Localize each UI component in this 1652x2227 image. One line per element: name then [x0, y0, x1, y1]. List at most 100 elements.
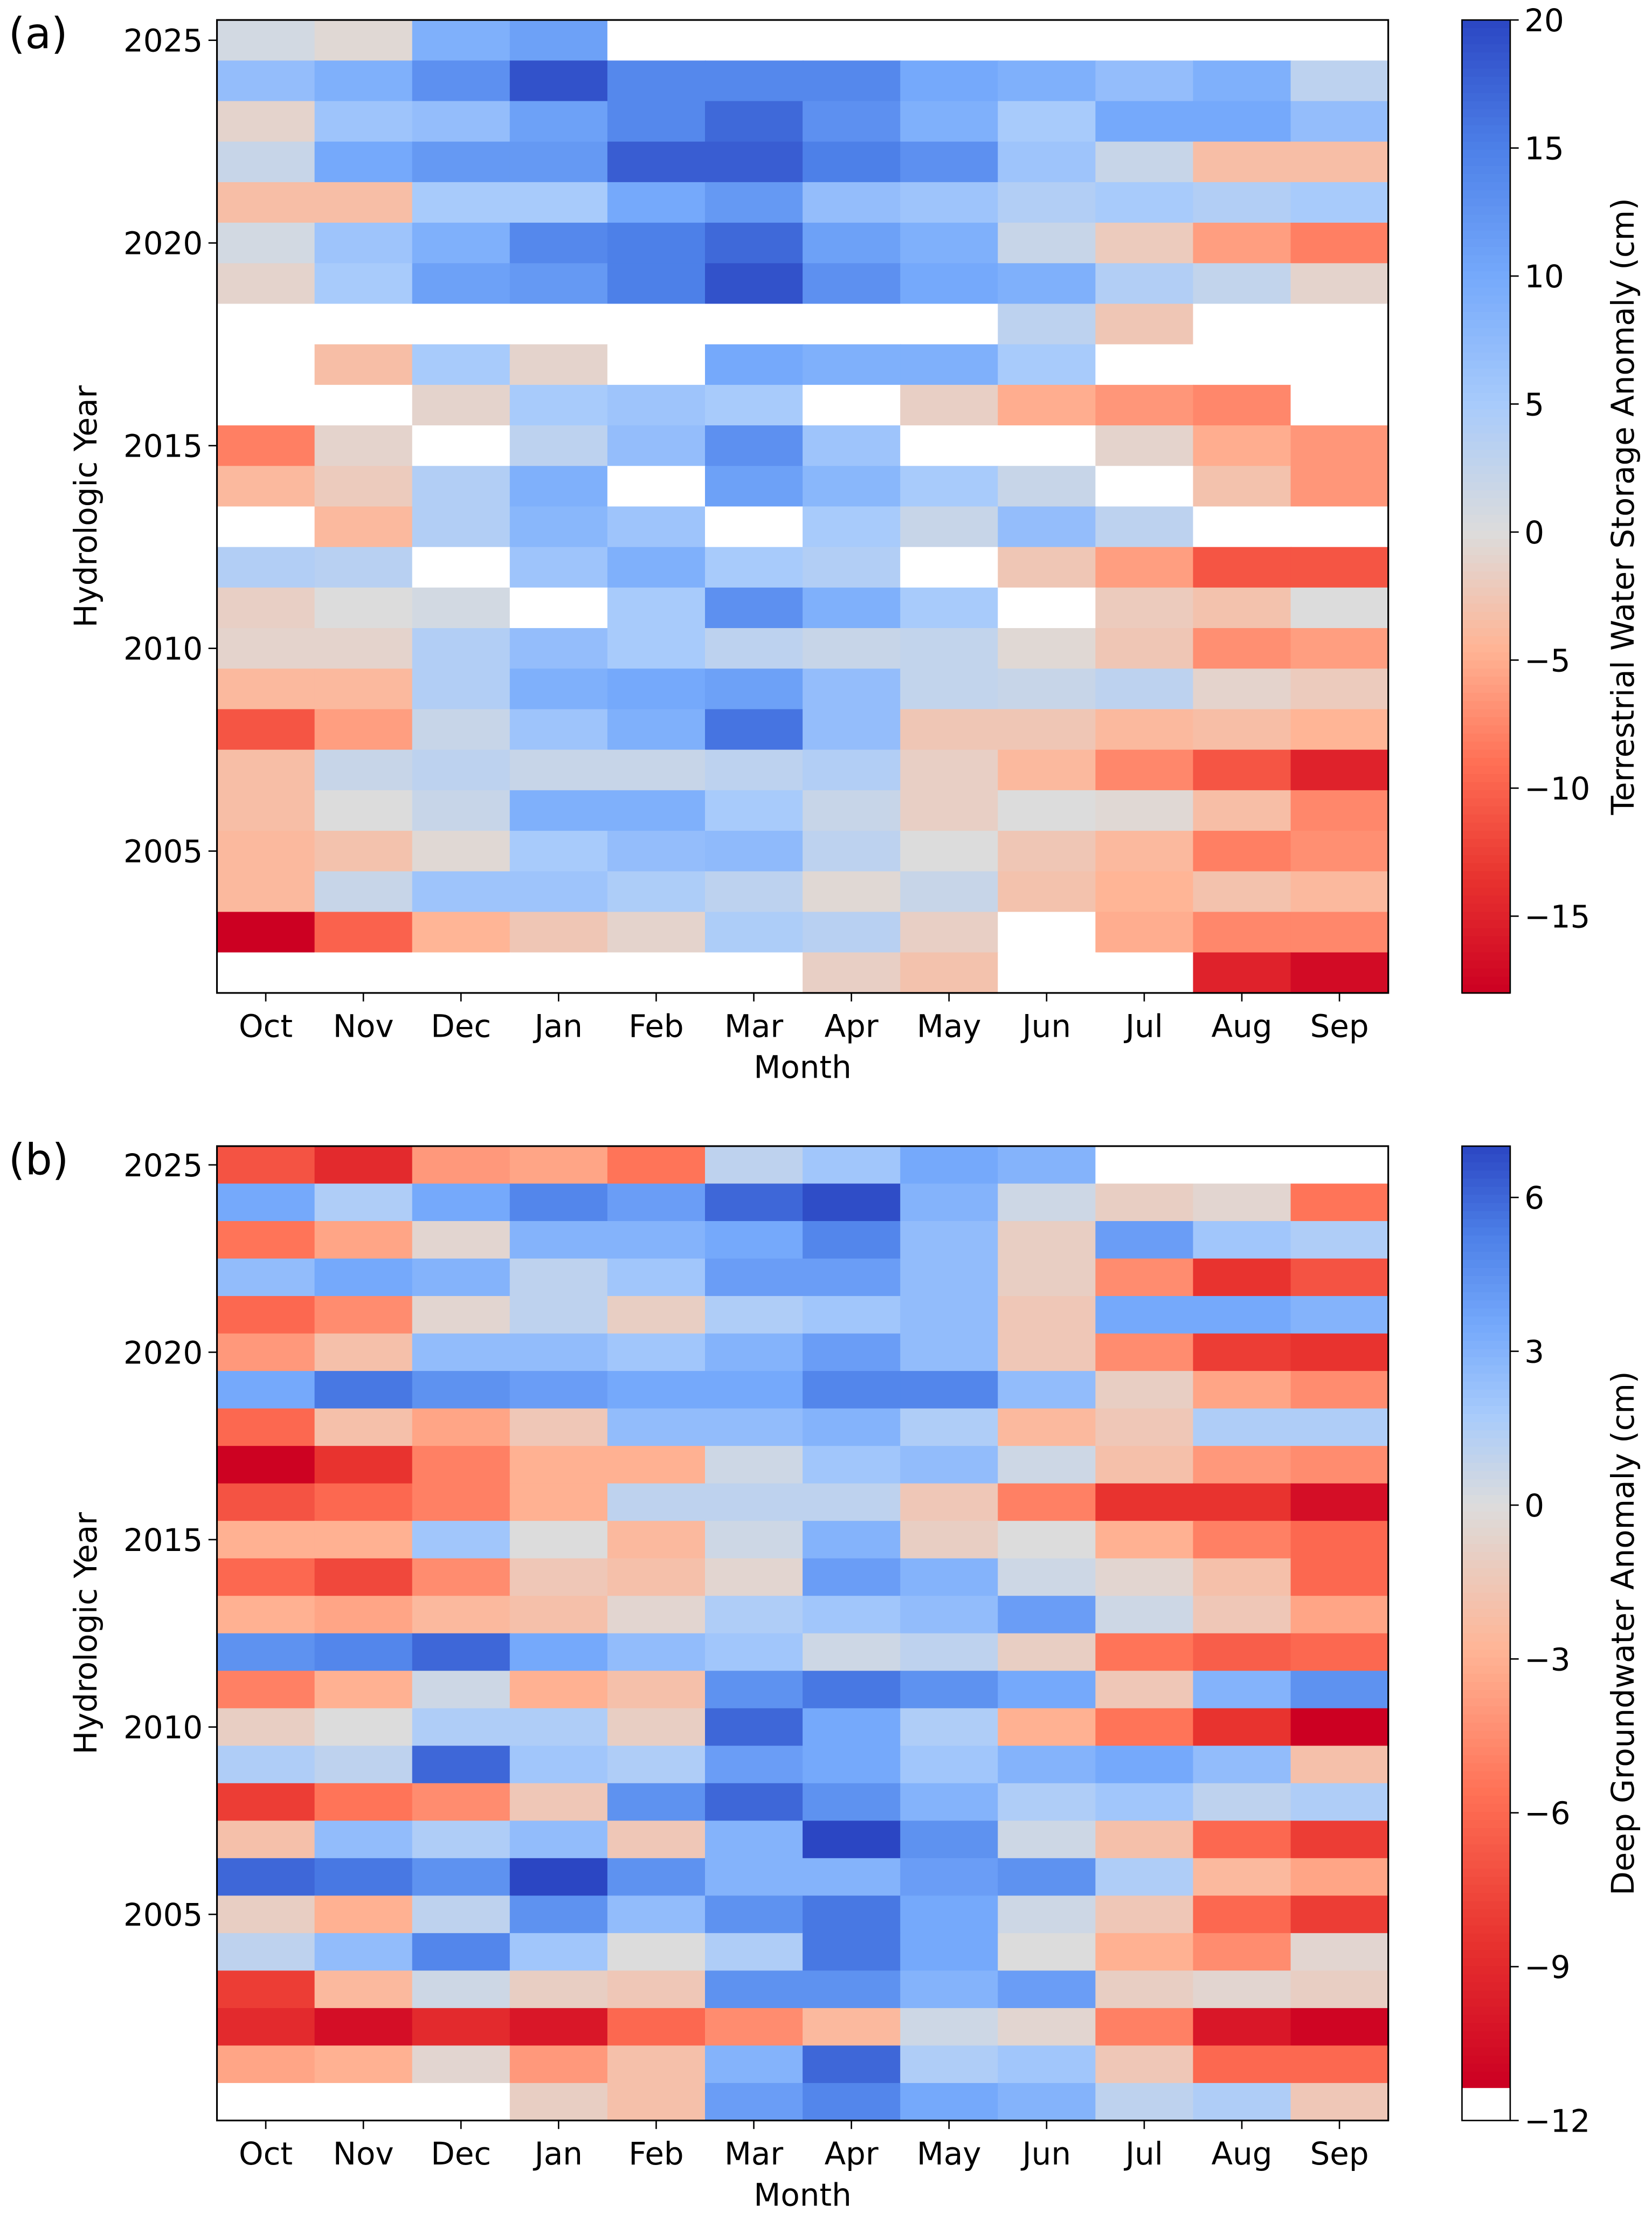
- heatmap-cell: [314, 466, 413, 508]
- heatmap-cell: [412, 1296, 511, 1335]
- colorbar-segment: [1462, 1755, 1510, 1764]
- colorbar-segment: [1462, 157, 1510, 167]
- heatmap-cell: [607, 384, 706, 426]
- heatmap-cell: [607, 506, 706, 548]
- heatmap-cell: [1290, 223, 1390, 264]
- colorbar-segment: [1462, 239, 1510, 248]
- heatmap-cell: [607, 2083, 706, 2122]
- heatmap-cell: [607, 2008, 706, 2046]
- colorbar-segment: [1462, 595, 1510, 605]
- heatmap-cell: [1193, 1596, 1292, 1635]
- heatmap-cell: [509, 60, 609, 102]
- heatmap-cell: [217, 1895, 316, 1934]
- heatmap-cell: [1193, 1746, 1292, 1784]
- colorbar-segment: [1462, 133, 1510, 143]
- heatmap-cell: [217, 1970, 316, 2009]
- x-tick-label: Jun: [1021, 1008, 1071, 1044]
- heatmap-cell: [1290, 547, 1390, 589]
- heatmap-cell: [1193, 182, 1292, 224]
- heatmap-cell: [1193, 1333, 1292, 1372]
- y-tick-label: 2005: [123, 833, 203, 870]
- colorbar-segment: [1462, 522, 1510, 532]
- heatmap-cell: [803, 1408, 901, 1447]
- heatmap-cell: [1290, 587, 1390, 629]
- colorbar-segment: [1462, 1397, 1510, 1407]
- heatmap-cell: [1290, 2045, 1390, 2084]
- heatmap-cell: [704, 1708, 804, 1747]
- heatmap-cell: [900, 2008, 999, 2046]
- heatmap-cell: [900, 1221, 999, 1260]
- colorbar-segment: [1462, 1942, 1510, 1951]
- heatmap-cell: [900, 384, 999, 426]
- heatmap-cell: [607, 304, 706, 346]
- heatmap-cell: [509, 709, 609, 751]
- heatmap-cell: [412, 1408, 511, 1447]
- heatmap-cell: [803, 2008, 901, 2046]
- heatmap-cell: [412, 182, 511, 224]
- colorbar-tick-label: 0: [1524, 514, 1544, 551]
- heatmap-cell: [509, 1258, 609, 1297]
- heatmap-cell: [217, 384, 316, 426]
- colorbar-segment: [1462, 263, 1510, 272]
- colorbar-segment: [1462, 774, 1510, 783]
- heatmap-cell: [998, 587, 1096, 629]
- heatmap-cell: [217, 1146, 316, 1185]
- colorbar-tick-label: −5: [1524, 642, 1570, 679]
- heatmap-cell: [900, 912, 999, 954]
- heatmap-cell: [314, 2008, 413, 2046]
- heatmap-cell: [217, 263, 316, 305]
- heatmap-cell: [998, 1183, 1096, 1222]
- heatmap-cell: [1193, 1895, 1292, 1934]
- heatmap-cell: [217, 2045, 316, 2084]
- heatmap-cell: [998, 1221, 1096, 1260]
- heatmap-cell: [803, 749, 901, 791]
- heatmap-cell: [509, 1221, 609, 1260]
- heatmap-cell: [998, 182, 1096, 224]
- heatmap-cell: [998, 1746, 1096, 1784]
- colorbar-segment: [1462, 1227, 1510, 1237]
- heatmap-cell: [998, 912, 1096, 954]
- heatmap-cell: [704, 1333, 804, 1372]
- colorbar-segment: [1462, 1998, 1510, 2008]
- heatmap-cell: [1290, 1933, 1390, 1971]
- heatmap-cell: [217, 1783, 316, 1822]
- heatmap-cell: [803, 1258, 901, 1297]
- y-axis-label: Hydrologic Year: [67, 1512, 104, 1755]
- colorbar-segment: [1462, 1267, 1510, 1277]
- heatmap-cell: [803, 506, 901, 548]
- heatmap-cell: [217, 101, 316, 143]
- heatmap-cell: [1193, 1558, 1292, 1597]
- heatmap-cell: [1290, 1783, 1390, 1822]
- heatmap-cell: [900, 1671, 999, 1709]
- heatmap-cell: [803, 628, 901, 670]
- heatmap-cell: [1290, 668, 1390, 711]
- colorbar-tick-label: 20: [1524, 2, 1564, 39]
- colorbar-segment: [1462, 912, 1510, 921]
- colorbar-segment: [1462, 968, 1510, 978]
- heatmap-cell: [803, 141, 901, 183]
- y-tick-label: 2005: [123, 1897, 203, 1933]
- heatmap-cell: [1193, 668, 1292, 711]
- heatmap-cell: [900, 1146, 999, 1185]
- colorbar-segment: [1462, 1316, 1510, 1326]
- heatmap-cell: [704, 1933, 804, 1971]
- colorbar-segment: [1462, 1154, 1510, 1163]
- heatmap-cell: [803, 1183, 901, 1222]
- heatmap-cell: [509, 263, 609, 305]
- colorbar-segment: [1462, 149, 1510, 159]
- heatmap-cell: [704, 223, 804, 264]
- colorbar-segment: [1462, 1187, 1510, 1196]
- heatmap-cell: [1095, 506, 1194, 548]
- colorbar-segment: [1462, 863, 1510, 872]
- colorbar-segment: [1462, 1584, 1510, 1594]
- colorbar-segment: [1462, 806, 1510, 816]
- heatmap-cell: [509, 20, 609, 61]
- colorbar-segment: [1462, 1471, 1510, 1480]
- colorbar-segment: [1462, 442, 1510, 451]
- heatmap-cell: [900, 20, 999, 61]
- heatmap-cell: [607, 2045, 706, 2084]
- heatmap-cell: [1095, 1558, 1194, 1597]
- colorbar-segment: [1462, 409, 1510, 418]
- heatmap-cell: [314, 547, 413, 589]
- heatmap-cell: [1095, 831, 1194, 872]
